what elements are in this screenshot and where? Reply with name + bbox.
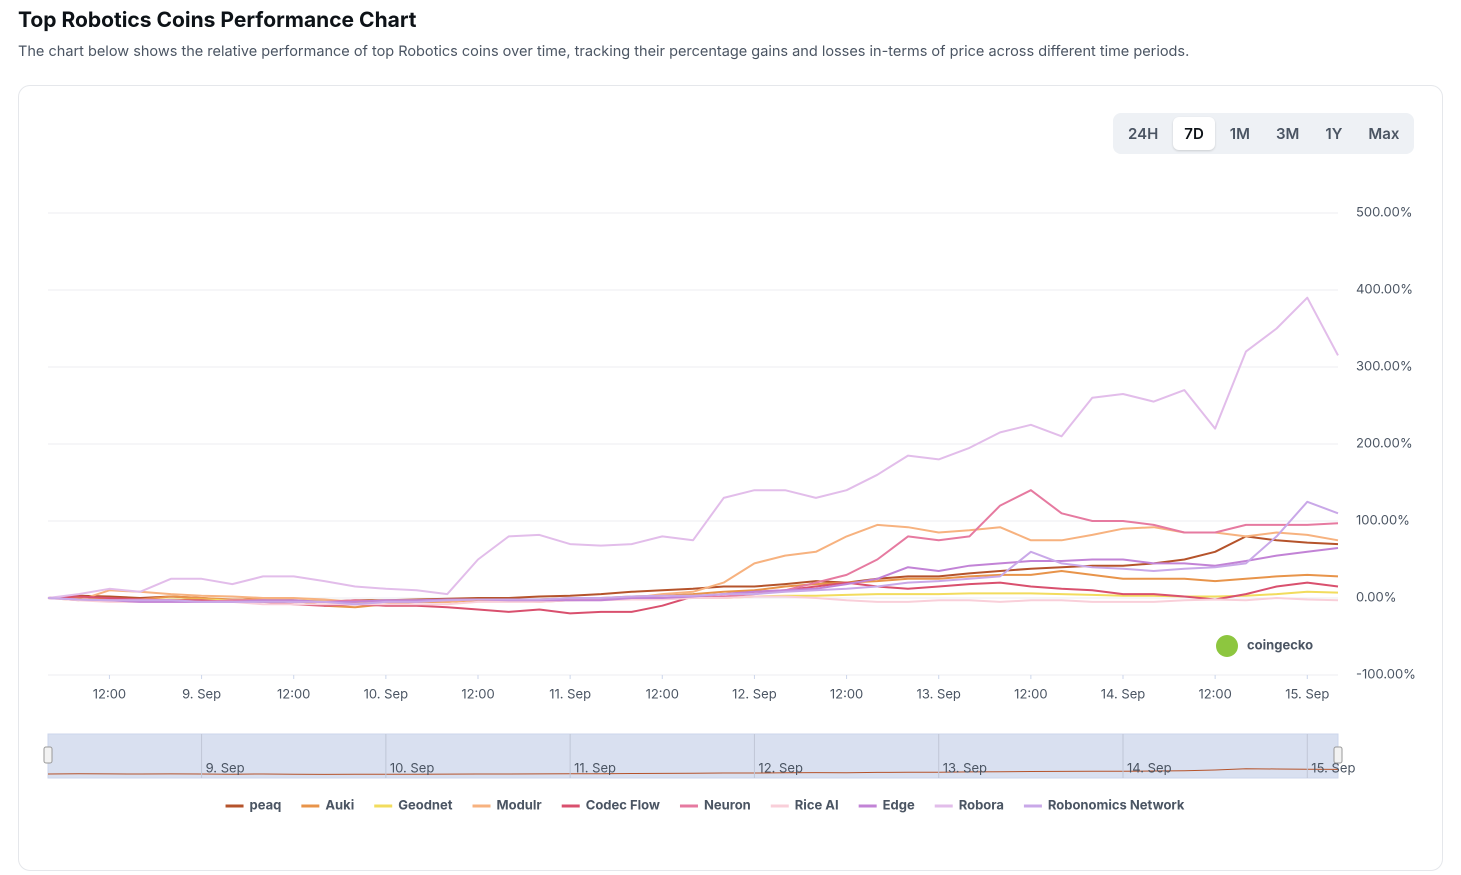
navigator-label: 12. Sep (758, 761, 803, 777)
navigator-label: 9. Sep (206, 761, 245, 777)
x-tick-label: 12:00 (1014, 687, 1047, 703)
range-button[interactable]: 1Y (1325, 124, 1343, 143)
x-tick-label: 12:00 (461, 687, 494, 703)
range-button[interactable]: 3M (1275, 124, 1300, 143)
x-tick-label: 15. Sep (1285, 687, 1329, 703)
x-tick-label: 14. Sep (1101, 687, 1146, 703)
legend-label: Codec Flow (586, 798, 660, 814)
x-tick-label: 12:00 (646, 687, 679, 703)
legend-label: Robonomics Network (1048, 798, 1185, 814)
range-button[interactable]: Max (1368, 124, 1400, 143)
x-tick-label: 9. Sep (182, 687, 221, 703)
page-subtitle: The chart below shows the relative perfo… (18, 43, 1190, 60)
chart-card (18, 85, 1443, 871)
navigator-label: 10. Sep (390, 761, 434, 777)
watermark: coingecko (1247, 638, 1313, 654)
legend-label: Edge (883, 798, 915, 814)
x-tick-label: 13. Sep (917, 687, 961, 703)
range-button[interactable]: 1M (1229, 124, 1250, 143)
x-tick-label: 12:00 (277, 687, 310, 703)
legend: peaq Auki Geodnet Modulr Codec Flow Neuron Ric… (225, 798, 1185, 814)
x-tick-label: 12. Sep (732, 687, 777, 703)
range-button[interactable]: 24H (1128, 124, 1159, 143)
y-tick-label: 300.00% (1356, 359, 1413, 375)
legend-label: Auki (325, 798, 354, 814)
legend-label: Geodnet (398, 798, 453, 814)
x-tick-label: 11. Sep (549, 687, 591, 703)
range-selector: 24H 7D 1M 3M 1Y Max (1113, 113, 1415, 154)
x-tick-label: 10. Sep (364, 687, 408, 703)
y-tick-label: -100.00% (1356, 667, 1416, 683)
series-line (47, 595, 1339, 606)
legend-label: Modulr (497, 798, 543, 814)
x-tick-label: 12:00 (1198, 687, 1231, 703)
watermark-logo (1216, 635, 1238, 657)
series-line (47, 489, 1339, 603)
legend-label: peaq (250, 798, 282, 814)
navigator-handle (43, 746, 53, 764)
legend-label: Rice AI (795, 798, 839, 814)
y-tick-label: 400.00% (1356, 282, 1413, 298)
legend-label: Robora (959, 798, 1004, 814)
navigator-handle (1333, 746, 1343, 764)
legend-label: Neuron (704, 798, 751, 814)
page-title: Top Robotics Coins Performance Chart (18, 8, 417, 33)
x-tick-label: 12:00 (830, 687, 863, 703)
y-tick-label: 200.00% (1356, 436, 1413, 452)
y-tick-label: 100.00% (1356, 513, 1410, 529)
y-tick-label: 500.00% (1356, 205, 1413, 221)
navigator-label: 11. Sep (574, 761, 616, 777)
series-line (47, 523, 1339, 603)
y-tick-label: 0.00% (1356, 590, 1396, 606)
series-line (47, 296, 1339, 599)
x-tick-label: 12:00 (93, 687, 126, 703)
range-button[interactable]: 7D (1173, 117, 1215, 150)
navigator-label: 14. Sep (1127, 761, 1172, 777)
navigator-label: 13. Sep (943, 761, 987, 777)
series-line (47, 500, 1339, 606)
navigator-label: 15. Sep (1311, 761, 1355, 777)
